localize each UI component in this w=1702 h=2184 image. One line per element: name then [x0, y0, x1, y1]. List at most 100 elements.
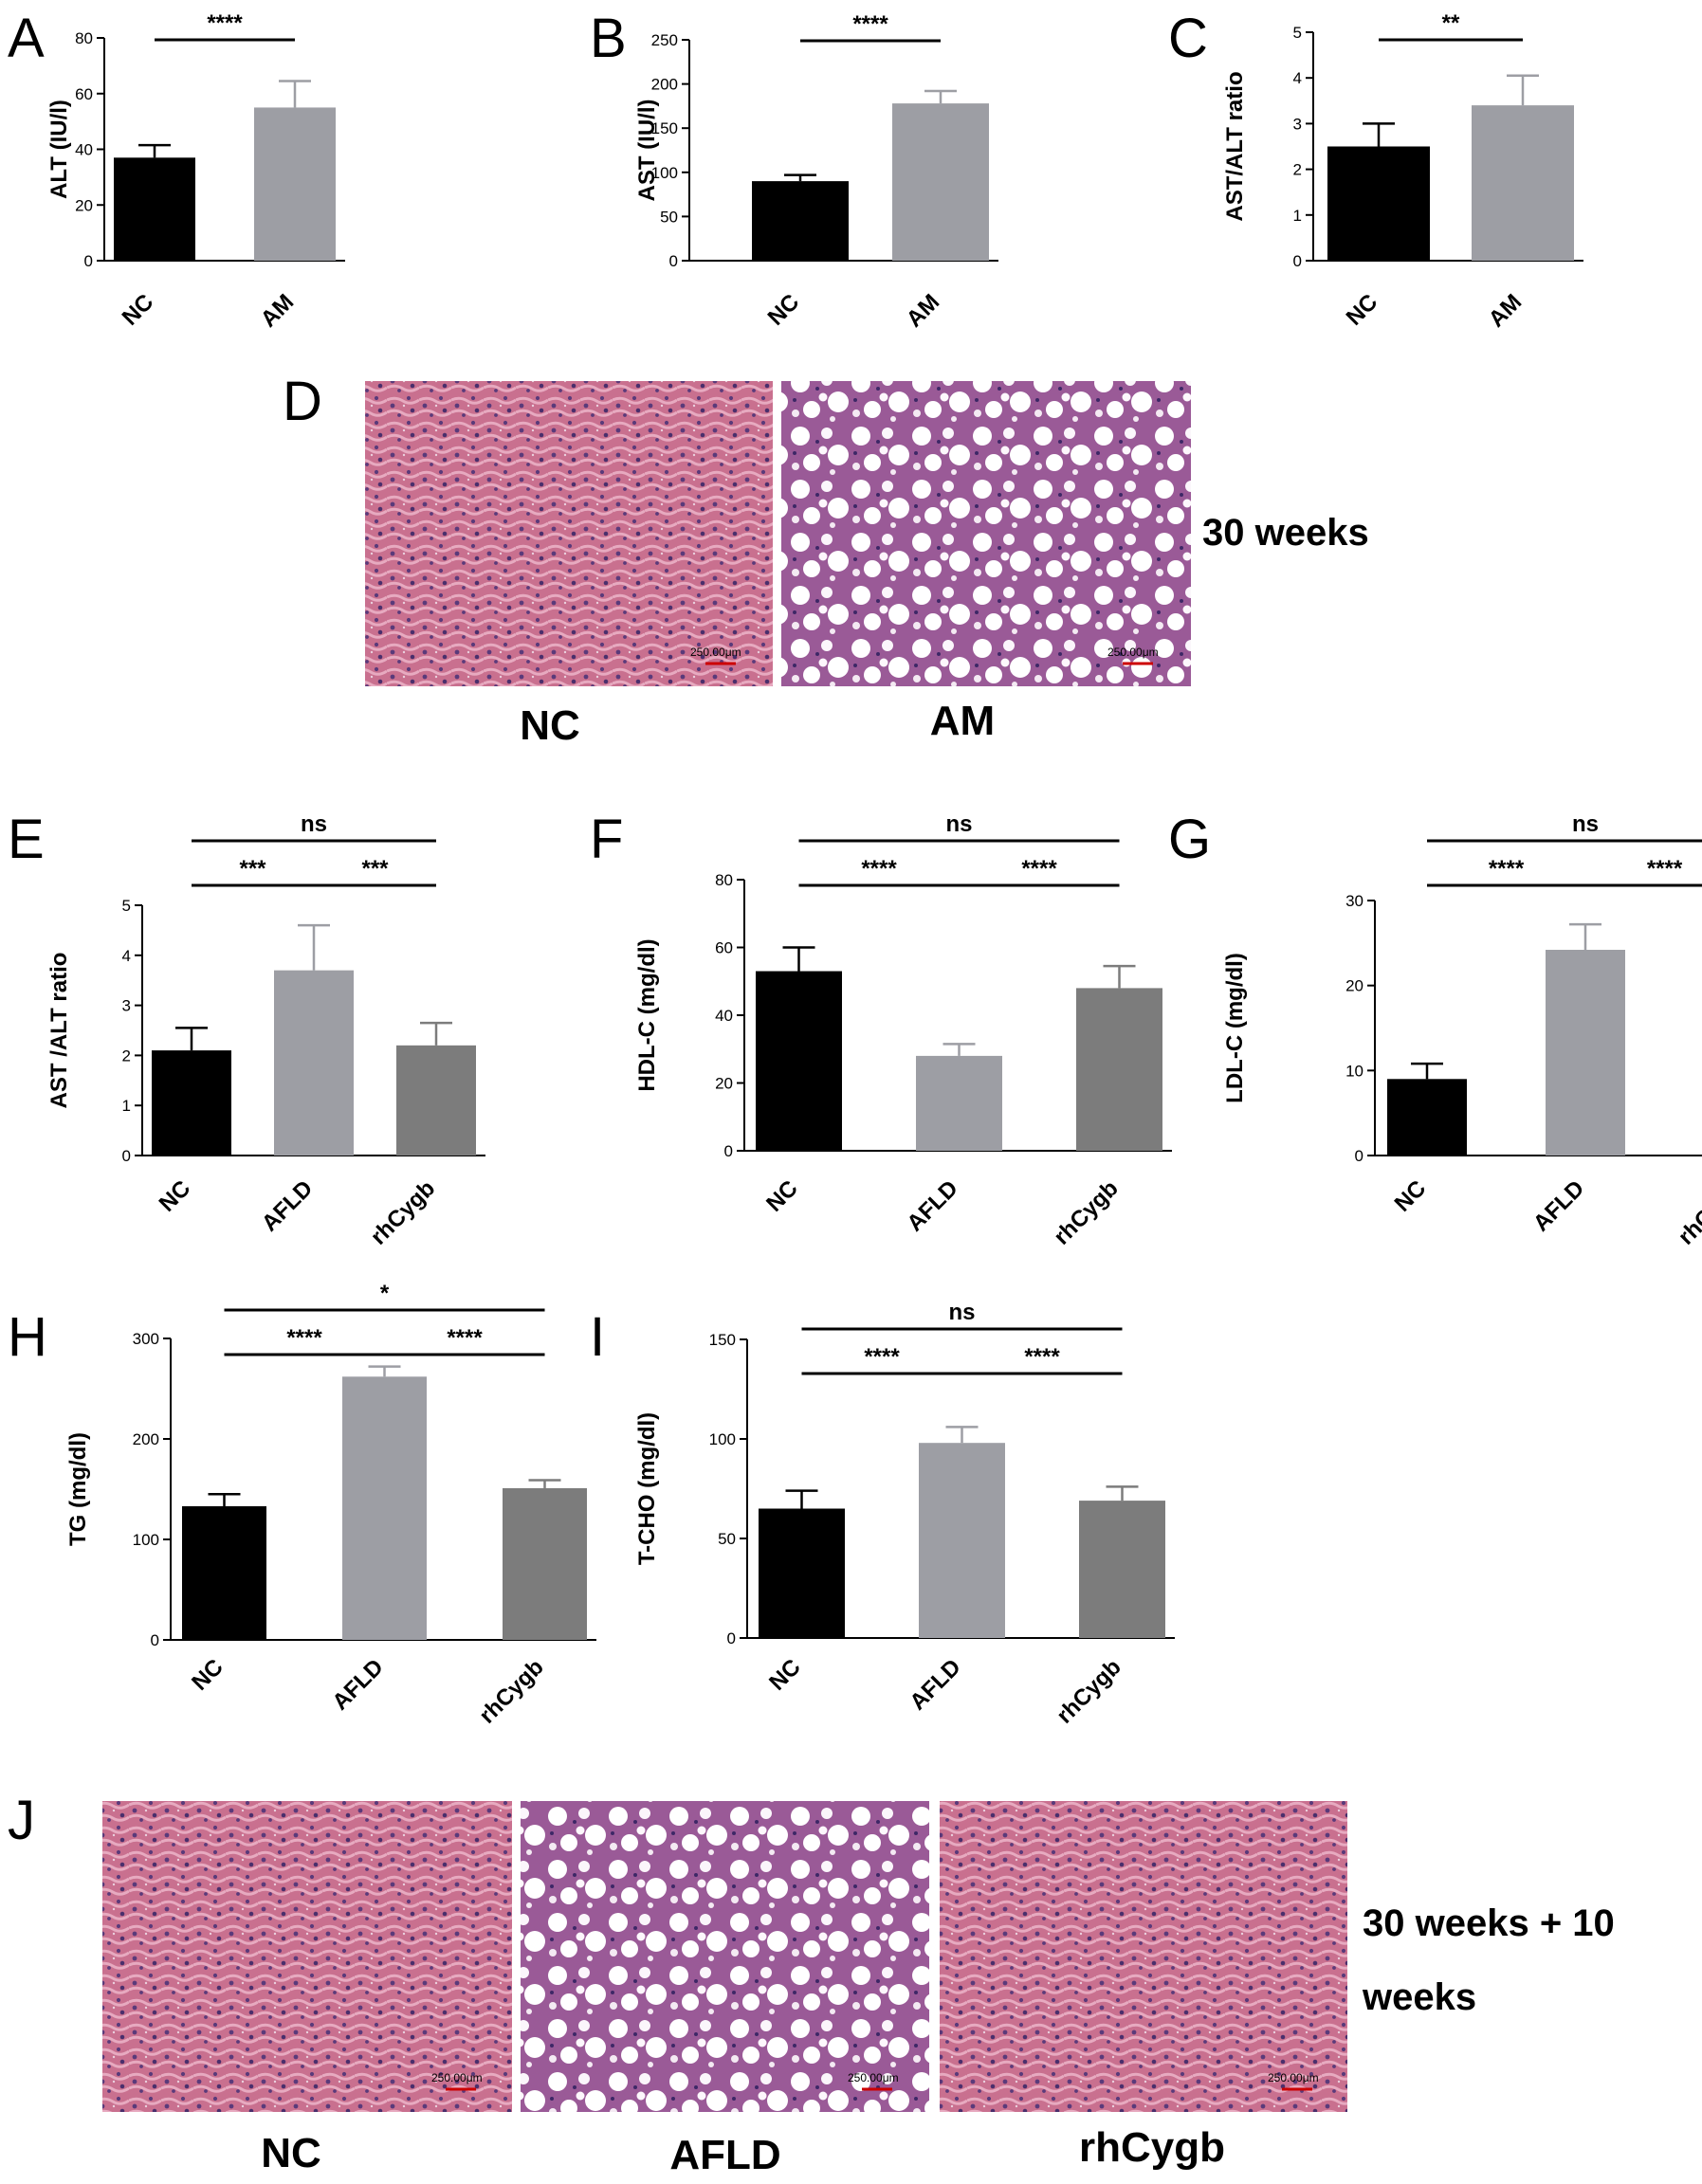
bar-nc [1387, 1079, 1467, 1156]
y-axis-title: TG (mg/dl) [65, 1432, 91, 1546]
chart-panel-g: G 0 10 20 30 LDL-C (mg/dl) NC AFLD rhCygb **** ***… [1168, 809, 1702, 1250]
panel-letter-g: G [1168, 809, 1211, 870]
chart-panel-i: I 0 50 100 150 T-CHO (mg/dl) NC AFLD rhCygb **** *… [590, 1300, 1175, 1729]
y-tick-label: 80 [75, 29, 93, 47]
y-tick-label: 20 [1345, 977, 1363, 995]
y-tick-label: 100 [709, 1430, 736, 1448]
y-tick-label: 5 [122, 897, 131, 915]
panel-letter-i: I [590, 1306, 605, 1368]
y-tick-label: 80 [715, 871, 733, 889]
scale-bar-label: 250.00μm [1107, 646, 1159, 659]
y-axis-title: AST (IU/l) [634, 100, 660, 202]
category-label-rhcygb: rhCygb [474, 1654, 548, 1728]
bar-nc [114, 157, 195, 261]
y-axis-title: T-CHO (mg/dl) [634, 1412, 660, 1565]
category-label-nc: NC [764, 1654, 806, 1696]
bar-am [1472, 105, 1574, 262]
scale-bar-label: 250.00μm [848, 2071, 899, 2084]
scale-bar: 250.00μm [690, 646, 741, 665]
significance-label: **** [864, 1344, 900, 1370]
chart-panel-f: F 0 20 40 60 80 HDL-C (mg/dl) NC AFLD rhCygb **** *… [590, 809, 1172, 1250]
category-label-nc: NC [155, 1175, 196, 1217]
significance-label: ** [1442, 10, 1460, 36]
y-tick-label: 100 [651, 164, 678, 182]
scale-bar: 250.00μm [848, 2071, 899, 2091]
y-tick-label: 0 [122, 1147, 131, 1165]
micrographs-layer: D 250.00μm 250.00μm 30 weeks NC AM J 250… [8, 371, 1615, 2178]
y-tick-label: 3 [1293, 115, 1302, 133]
category-label-afld: AFLD [257, 1175, 318, 1236]
category-label-afld: AFLD [327, 1654, 388, 1715]
significance-label: * [380, 1281, 390, 1306]
micrograph-caption-am: AM [930, 698, 995, 744]
y-tick-label: 30 [1345, 892, 1363, 910]
micrograph-afld [521, 1801, 929, 2112]
y-axis-title: AST/ALT ratio [1222, 71, 1248, 221]
panel-d-side-label: 30 weeks [1202, 512, 1369, 554]
significance-label: *** [361, 856, 389, 882]
bar-nc [756, 971, 842, 1151]
panel-letter-j: J [8, 1790, 35, 1851]
significance-label: ns [301, 811, 327, 837]
y-axis-title: AST /ALT ratio [46, 953, 72, 1109]
micrograph-nc [365, 381, 773, 686]
significance-label: **** [1647, 856, 1683, 882]
y-axis-title: ALT (IU/l) [46, 100, 72, 199]
bar-nc [182, 1506, 266, 1640]
category-label-nc: NC [763, 289, 805, 331]
y-tick-label: 60 [715, 939, 733, 957]
scale-bar-label: 250.00μm [1268, 2071, 1319, 2084]
y-tick-label: 150 [709, 1331, 736, 1349]
y-tick-label: 0 [1293, 252, 1302, 270]
micrograph-am [781, 381, 1191, 686]
category-label-afld: AFLD [902, 1175, 962, 1236]
y-tick-label: 150 [651, 119, 678, 137]
y-tick-label: 0 [151, 1631, 159, 1649]
significance-label: **** [1021, 856, 1057, 882]
y-tick-label: 0 [1355, 1147, 1363, 1165]
significance-label: ns [948, 1300, 975, 1325]
category-label-nc: NC [187, 1654, 229, 1696]
micrograph-caption-rhcygb: rhCygb [1079, 2124, 1225, 2171]
bar-am [254, 107, 336, 261]
y-tick-label: 0 [669, 252, 678, 270]
micrograph-caption-nc: NC [261, 2130, 321, 2176]
panel-letter-e: E [8, 809, 45, 870]
y-axis-title: LDL-C (mg/dl) [1222, 953, 1248, 1103]
category-label-nc: NC [1342, 289, 1383, 331]
bar-nc [152, 1050, 231, 1156]
micrograph-caption-nc: NC [520, 702, 580, 749]
bar-rhcygb [1079, 1501, 1165, 1638]
scale-bar: 250.00μm [1268, 2071, 1319, 2091]
panel-j-side-label-line2: weeks [1362, 1976, 1476, 2018]
y-tick-label: 20 [715, 1075, 733, 1093]
y-tick-label: 200 [651, 76, 678, 94]
y-tick-label: 4 [122, 947, 131, 965]
panel-letter-a: A [8, 8, 45, 69]
y-tick-label: 4 [1293, 69, 1302, 87]
y-tick-label: 1 [1293, 207, 1302, 225]
category-label-nc: NC [1390, 1175, 1432, 1217]
category-label-afld: AFLD [905, 1654, 965, 1715]
bar-rhcygb [1076, 988, 1162, 1151]
y-tick-label: 40 [715, 1007, 733, 1025]
significance-label: ns [1572, 811, 1599, 837]
category-label-rhcygb: rhCygb [1674, 1175, 1702, 1249]
bar-nc [759, 1508, 845, 1638]
bar-afld [916, 1055, 1002, 1151]
y-tick-label: 50 [660, 208, 678, 226]
y-tick-label: 2 [1293, 161, 1302, 179]
micrograph-nc [102, 1801, 512, 2112]
category-label-rhcygb: rhCygb [1052, 1654, 1126, 1728]
y-tick-label: 0 [724, 1142, 733, 1160]
significance-label: **** [1489, 856, 1525, 882]
category-label-rhcygb: rhCygb [366, 1175, 440, 1249]
scale-bar: 250.00μm [431, 2071, 483, 2091]
bar-rhcygb [503, 1487, 587, 1640]
bar-nc [752, 181, 849, 261]
significance-label: ns [945, 811, 972, 837]
bar-afld [1546, 950, 1625, 1156]
bar-nc [1327, 146, 1430, 261]
y-tick-label: 10 [1345, 1062, 1363, 1080]
